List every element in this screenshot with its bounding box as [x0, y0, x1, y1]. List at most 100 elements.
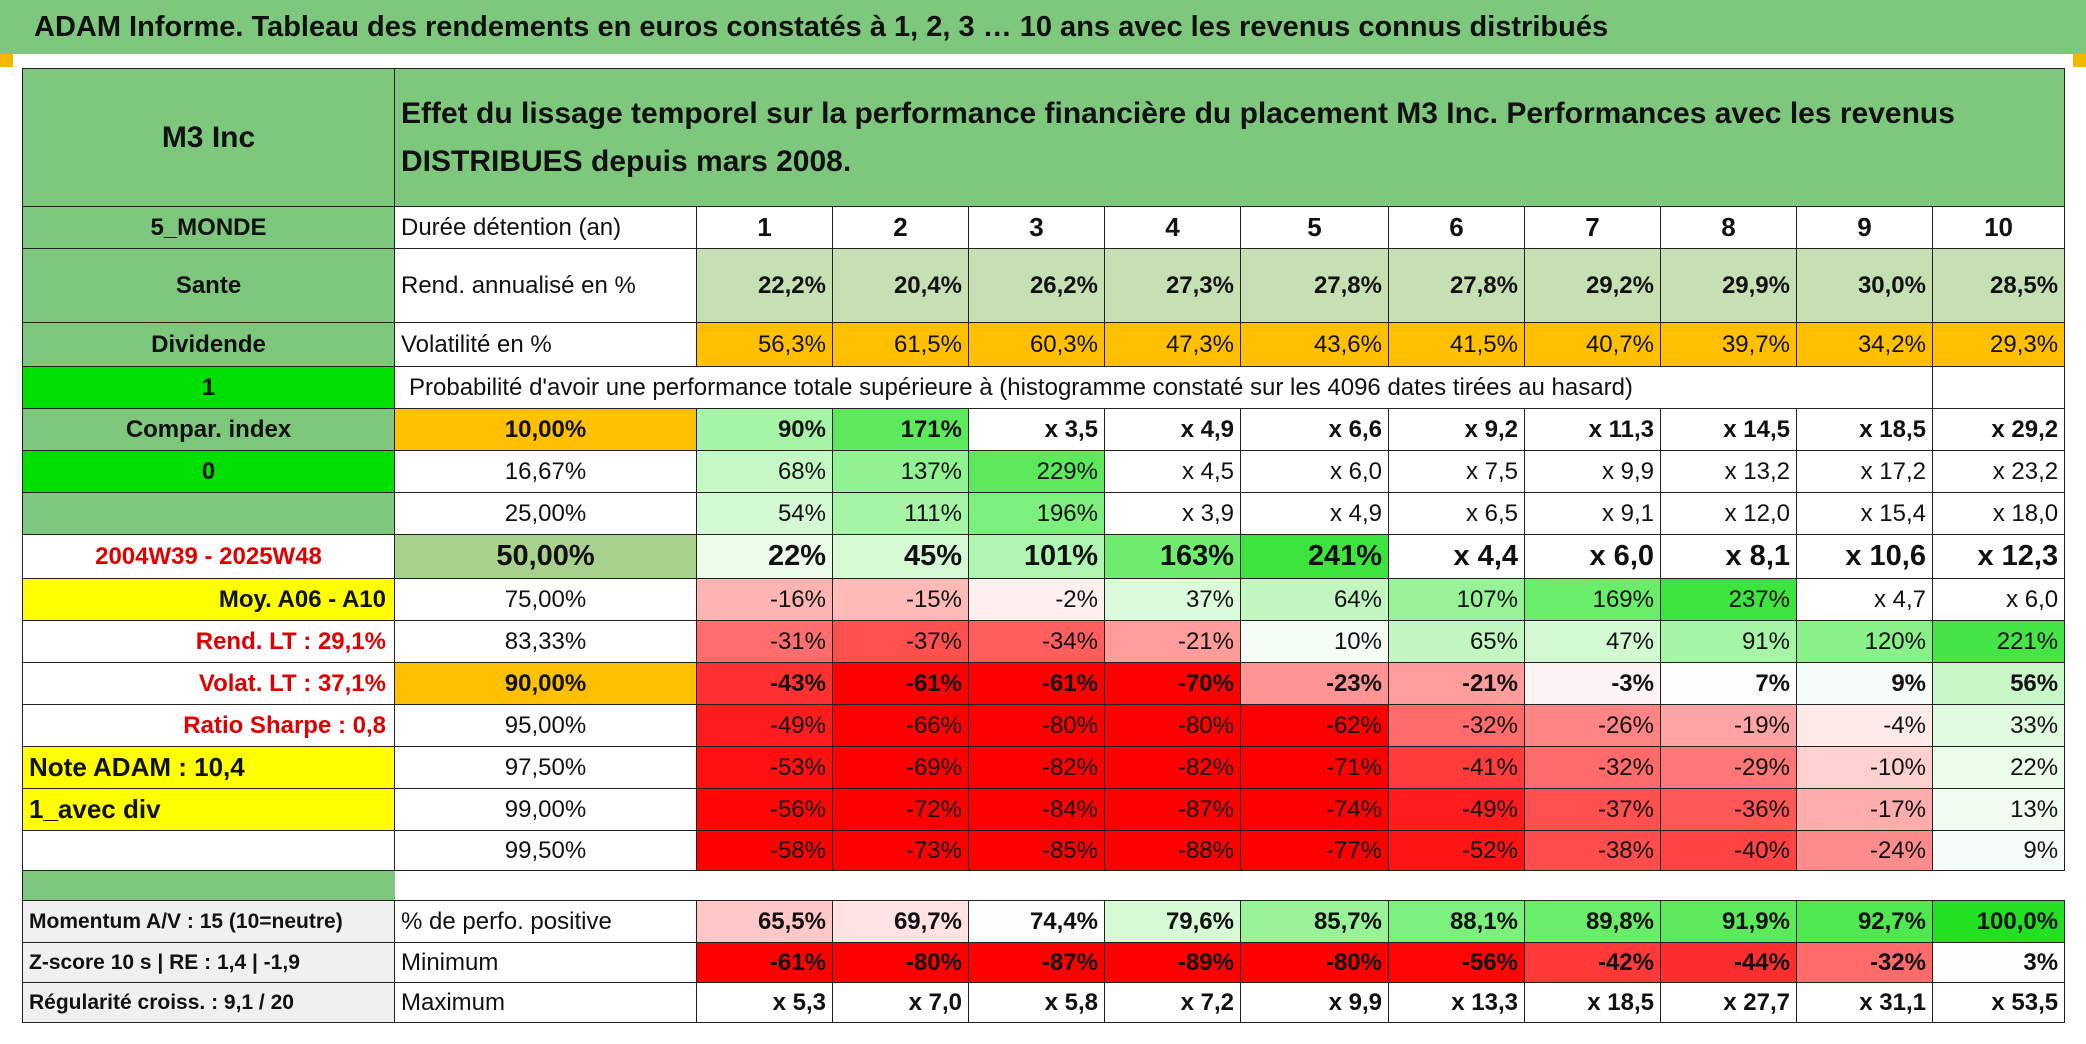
- performance-cell: -37%: [1524, 788, 1661, 831]
- performance-cell: x 18,5: [1796, 408, 1933, 451]
- performance-cell: -49%: [1388, 788, 1525, 831]
- summary-cell: 92,7%: [1796, 900, 1933, 943]
- summary-row: Z-score 10 s | RE : 1,4 | -1,9 Minimum -61…: [22, 942, 2066, 983]
- rendement-cell: 27,3%: [1104, 248, 1241, 323]
- volatilite-cell: 60,3%: [968, 322, 1105, 367]
- performance-cell: 120%: [1796, 620, 1933, 663]
- year-header: 9: [1796, 206, 1933, 249]
- performance-cell: -38%: [1524, 830, 1661, 871]
- volatilite-label: Volatilité en %: [394, 322, 697, 367]
- performance-cell: -32%: [1524, 746, 1661, 789]
- corner-marker: [0, 54, 13, 67]
- performance-cell: 7%: [1660, 662, 1797, 705]
- spacer-cell: [394, 870, 2065, 901]
- performance-cell: -3%: [1524, 662, 1661, 705]
- year-header: 2: [832, 206, 969, 249]
- probability-threshold: 10,00%: [394, 408, 697, 451]
- volatilite-cell: 43,6%: [1240, 322, 1389, 367]
- performance-cell: x 4,9: [1104, 408, 1241, 451]
- performance-cell: -4%: [1796, 704, 1933, 747]
- performance-cell: -52%: [1388, 830, 1525, 871]
- summary-cell: 79,6%: [1104, 900, 1241, 943]
- performance-cell: 229%: [968, 450, 1105, 493]
- table-description: Effet du lissage temporel sur la perform…: [393, 68, 2066, 207]
- performance-cell: 111%: [832, 492, 969, 535]
- performance-cell: -23%: [1240, 662, 1389, 705]
- performance-cell: x 17,2: [1796, 450, 1933, 493]
- performance-cell: 22%: [1931, 746, 2066, 789]
- probability-threshold: 75,00%: [394, 578, 697, 621]
- performance-cell: 241%: [1240, 534, 1389, 579]
- side-label-blank: [22, 492, 395, 535]
- performance-cell: 10%: [1240, 620, 1389, 663]
- performance-cell: -15%: [832, 578, 969, 621]
- performance-cell: -66%: [832, 704, 969, 747]
- performance-cell: -80%: [968, 704, 1105, 747]
- probability-threshold: 99,50%: [394, 830, 697, 871]
- probability-row: 25,00% 54% 111% 196% x 3,9 x 4,9 x 6,5 x 9,1 x 1…: [22, 492, 2066, 535]
- year-header: 6: [1388, 206, 1525, 249]
- header-row: M3 Inc Effet du lissage temporel sur la …: [22, 68, 2066, 207]
- performance-cell: -41%: [1388, 746, 1525, 789]
- volatilite-cell: 34,2%: [1796, 322, 1933, 367]
- probability-row: Rend. LT : 29,1% 83,33% -31% -37% -34% -21% 10…: [22, 620, 2066, 663]
- performance-cell: 107%: [1388, 578, 1525, 621]
- probability-row: Ratio Sharpe : 0,8 95,00% -49% -66% -80% -80%…: [22, 704, 2066, 747]
- rendement-cell: 27,8%: [1240, 248, 1389, 323]
- volatilite-cell: 41,5%: [1388, 322, 1525, 367]
- summary-cell: 89,8%: [1524, 900, 1661, 943]
- performance-cell: x 9,1: [1524, 492, 1661, 535]
- performance-cell: -56%: [696, 788, 833, 831]
- performance-cell: -31%: [696, 620, 833, 663]
- performance-cell: x 13,2: [1660, 450, 1797, 493]
- side-label-index-flag: 0: [22, 450, 395, 493]
- summary-cell: -80%: [1240, 942, 1389, 983]
- summary-cell: -56%: [1388, 942, 1525, 983]
- rendement-label: Rend. annualisé en %: [394, 248, 697, 323]
- side-label-flag: 1: [22, 366, 395, 409]
- performance-cell: -34%: [968, 620, 1105, 663]
- probability-threshold: 25,00%: [394, 492, 697, 535]
- probability-threshold: 99,00%: [394, 788, 697, 831]
- year-header: 5: [1240, 206, 1389, 249]
- performance-cell: x 29,2: [1931, 408, 2066, 451]
- performance-cell: 56%: [1931, 662, 2066, 705]
- side-label-compar-index: Compar. index: [22, 408, 395, 451]
- performance-cell: 137%: [832, 450, 969, 493]
- summary-side-label: Z-score 10 s | RE : 1,4 | -1,9: [22, 942, 395, 983]
- volatilite-row: Dividende Volatilité en % 56,3% 61,5% 60…: [22, 322, 2066, 367]
- rendement-cell: 26,2%: [968, 248, 1105, 323]
- performance-cell: x 12,0: [1660, 492, 1797, 535]
- performance-cell: -87%: [1104, 788, 1241, 831]
- performance-cell: -84%: [968, 788, 1105, 831]
- performance-cell: x 3,9: [1104, 492, 1241, 535]
- summary-side-label: Régularité croiss. : 9,1 / 20: [22, 982, 395, 1023]
- summary-row: Momentum A/V : 15 (10=neutre)% de perfo.…: [22, 900, 2066, 943]
- side-label-volat-lt: Volat. LT : 37,1%: [22, 662, 395, 705]
- performance-cell: x 11,3: [1524, 408, 1661, 451]
- summary-cell: -42%: [1524, 942, 1661, 983]
- returns-table: M3 Inc Effet du lissage temporel sur la …: [22, 68, 2066, 1023]
- performance-cell: -16%: [696, 578, 833, 621]
- year-header: 8: [1660, 206, 1797, 249]
- summary-cell: 3%: [1931, 942, 2066, 983]
- performance-cell: 237%: [1660, 578, 1797, 621]
- summary-cell: x 9,9: [1240, 982, 1389, 1023]
- performance-cell: -43%: [696, 662, 833, 705]
- performance-cell: -85%: [968, 830, 1105, 871]
- performance-cell: -32%: [1388, 704, 1525, 747]
- empty-cell: [1931, 366, 2066, 409]
- performance-cell: x 4,7: [1796, 578, 1933, 621]
- performance-cell: -26%: [1524, 704, 1661, 747]
- performance-cell: -61%: [968, 662, 1105, 705]
- summary-cell: x 7,2: [1104, 982, 1241, 1023]
- performance-cell: 9%: [1796, 662, 1933, 705]
- probability-row: Moy. A06 - A10 75,00% -16% -15% -2% 37% 64% 107…: [22, 578, 2066, 621]
- performance-cell: -82%: [968, 746, 1105, 789]
- probability-row: 2004W39 - 2025W48 50,00% 22% 45% 101% 163% 241…: [22, 534, 2066, 579]
- summary-cell: x 5,3: [696, 982, 833, 1023]
- performance-cell: -82%: [1104, 746, 1241, 789]
- probability-note-row: 1 Probabilité d'avoir une performance to…: [22, 366, 2066, 409]
- summary-cell: 88,1%: [1388, 900, 1525, 943]
- performance-cell: -29%: [1660, 746, 1797, 789]
